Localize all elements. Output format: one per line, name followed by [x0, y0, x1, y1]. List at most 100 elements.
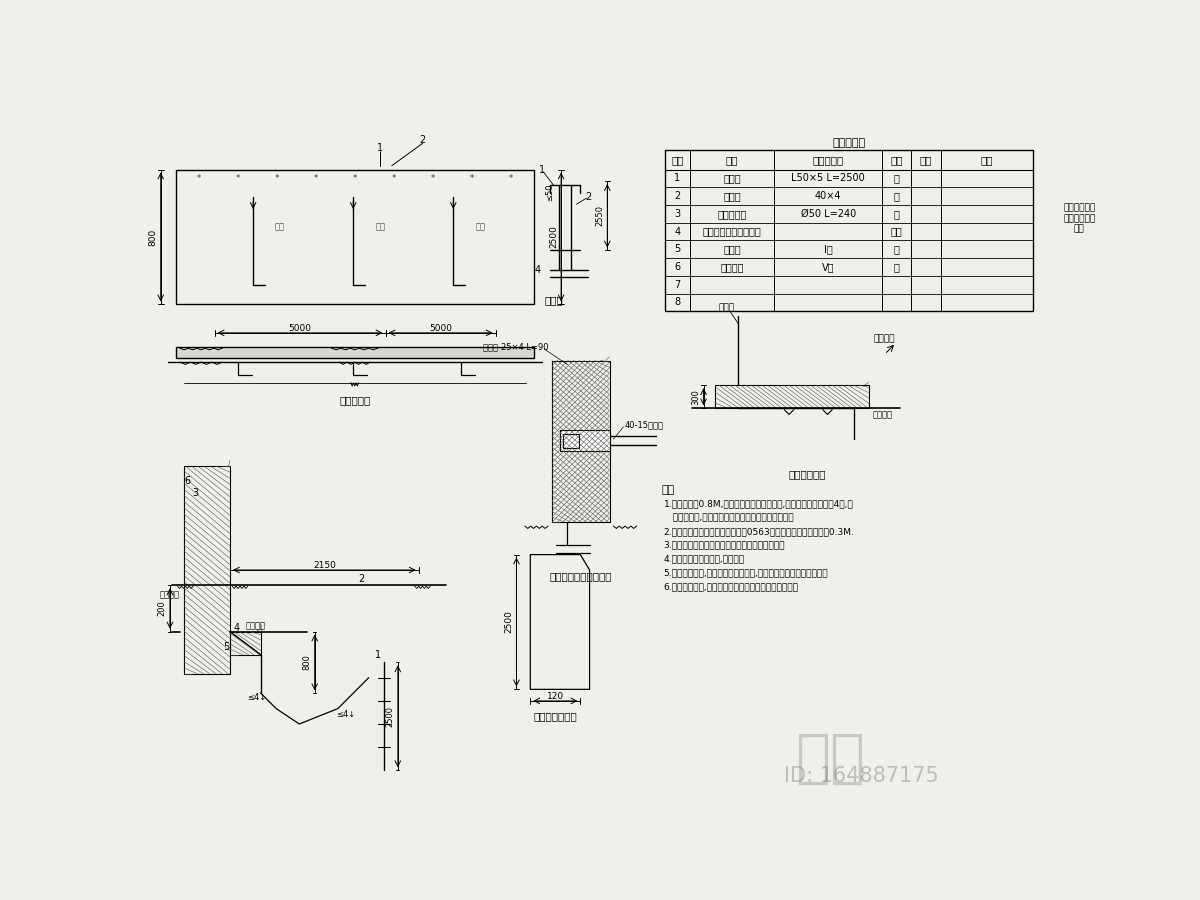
Text: 说明: 说明 [661, 485, 674, 495]
Text: 公斤: 公斤 [890, 227, 902, 237]
Text: 8: 8 [674, 297, 680, 308]
Text: 1: 1 [377, 143, 383, 153]
Text: 2150: 2150 [313, 561, 336, 570]
Text: 200: 200 [157, 600, 167, 617]
Text: 断接卡子: 断接卡子 [720, 262, 744, 272]
Text: 室内地面: 室内地面 [160, 590, 180, 599]
Text: 1: 1 [674, 174, 680, 184]
Text: 接地支线安装: 接地支线安装 [788, 469, 827, 479]
Text: 《《: 《《 [475, 223, 485, 232]
Text: 室内地啶: 室内地啶 [872, 410, 893, 419]
Text: 接地体: 接地体 [724, 174, 740, 184]
Text: 设备数量均由: 设备数量均由 [1063, 203, 1096, 212]
Bar [176, 169, 534, 304]
Text: 6.穿墙套管的内,外管口用氥青麻丝或透明密封实字字字: 6.穿墙套管的内,外管口用氥青麻丝或透明密封实字字字 [664, 582, 798, 591]
Text: 2.有关接地装置具体做法见《图阆0563》室内填墙卡子明跨地地0.3M.: 2.有关接地装置具体做法见《图阆0563》室内填墙卡子明跨地地0.3M. [664, 526, 854, 536]
Text: 2500: 2500 [548, 226, 558, 248]
Text: 《《: 《《 [275, 223, 286, 232]
Text: 2: 2 [674, 191, 680, 202]
Text: 接到设备: 接到设备 [874, 335, 895, 344]
Text: 3.所有用电设备几不带电的金属支架均应可拿接地: 3.所有用电设备几不带电的金属支架均应可拿接地 [664, 541, 785, 550]
Text: 数量: 数量 [920, 155, 932, 165]
Text: 型号及规格: 型号及规格 [812, 155, 844, 165]
Text: 5: 5 [674, 244, 680, 255]
Text: ≤50: ≤50 [545, 184, 554, 202]
Text: 5000: 5000 [430, 324, 452, 333]
Text: 米: 米 [894, 191, 900, 202]
Bar [176, 346, 534, 358]
Text: 付: 付 [894, 244, 900, 255]
Text: 接地体安装: 接地体安装 [340, 396, 371, 406]
Text: 1: 1 [539, 165, 545, 175]
Text: *: * [236, 175, 240, 184]
Text: 800: 800 [302, 654, 312, 670]
Text: 40×4: 40×4 [815, 191, 841, 202]
Text: Ø50 L=240: Ø50 L=240 [800, 209, 856, 219]
Text: 3: 3 [674, 209, 680, 219]
Text: 固定沟: 固定沟 [724, 244, 740, 255]
Text: *: * [353, 175, 358, 184]
Text: 设备材料表: 设备材料表 [833, 138, 865, 148]
Text: 2500: 2500 [385, 706, 395, 727]
Text: *: * [470, 175, 474, 184]
Text: 单位: 单位 [890, 155, 904, 165]
Text: I型: I型 [824, 244, 833, 255]
Text: 固定沟-25×4 L=90: 固定沟-25×4 L=90 [482, 342, 548, 351]
Text: *: * [509, 175, 514, 184]
Text: 根: 根 [894, 174, 900, 184]
Bar [552, 361, 610, 522]
Text: 氥青麻丝或建筑密封膏: 氥青麻丝或建筑密封膏 [703, 227, 762, 237]
Text: 2500: 2500 [504, 610, 514, 634]
Text: ≤4↓: ≤4↓ [336, 710, 355, 719]
Text: 知本: 知本 [796, 730, 865, 788]
Text: 800: 800 [149, 229, 157, 246]
Text: 3: 3 [192, 488, 198, 498]
Text: 焊接图: 焊接图 [544, 295, 563, 305]
Text: 《《: 《《 [376, 223, 385, 232]
Bar [184, 466, 230, 674]
Text: 2: 2 [358, 574, 364, 584]
Text: *: * [431, 175, 436, 184]
Text: 4.所有焊接处应涂氥青,以防腐蚀: 4.所有焊接处应涂氥青,以防腐蚀 [664, 554, 745, 563]
Text: *: * [197, 175, 202, 184]
Text: 5000: 5000 [288, 324, 312, 333]
Text: 备注: 备注 [980, 155, 994, 165]
Text: 300: 300 [691, 389, 701, 405]
Text: 室外地面: 室外地面 [246, 621, 265, 630]
Bar [230, 632, 260, 654]
Text: 接地线: 接地线 [719, 303, 734, 312]
Bar [559, 430, 610, 452]
Text: 塑料穿管管: 塑料穿管管 [718, 209, 746, 219]
Text: 2: 2 [419, 135, 426, 145]
Text: *: * [275, 175, 280, 184]
Text: 1: 1 [374, 650, 380, 660]
Text: *: * [392, 175, 396, 184]
Text: 名称: 名称 [726, 155, 738, 165]
Text: 6: 6 [185, 476, 191, 486]
Text: 2: 2 [584, 192, 592, 202]
Text: 提供: 提供 [1074, 225, 1085, 234]
Text: 个: 个 [894, 262, 900, 272]
Text: ID: 164887175: ID: 164887175 [784, 767, 938, 787]
Text: 根: 根 [894, 209, 900, 219]
Text: ≤4↓: ≤4↓ [247, 693, 266, 702]
Bar [715, 385, 869, 409]
Text: 接地线在砖结构上安装: 接地线在砖结构上安装 [550, 572, 612, 581]
Text: 5.为了便于调谐,当接地线引入室内后,必须用螺栓与室内接地线连接: 5.为了便于调谐,当接地线引入室内后,必须用螺栓与室内接地线连接 [664, 569, 828, 578]
Bar [564, 434, 578, 447]
Text: *: * [314, 175, 318, 184]
Text: 接地线: 接地线 [724, 191, 740, 202]
Text: 120: 120 [547, 692, 564, 701]
Text: 7: 7 [674, 280, 680, 290]
Text: V型: V型 [822, 262, 834, 272]
Text: 4: 4 [535, 265, 541, 274]
Text: 工后应实测,如达不到要求可采取增加接地极等措施: 工后应实测,如达不到要求可采取增加接地极等措施 [664, 513, 793, 522]
Text: 6: 6 [674, 262, 680, 272]
Text: 40-15接地线: 40-15接地线 [625, 420, 664, 429]
Text: 序号: 序号 [671, 155, 684, 165]
Text: 角锂接地制作图: 角锂接地制作图 [533, 711, 577, 721]
Bar [665, 150, 1033, 311]
Text: 4: 4 [674, 227, 680, 237]
Text: 5: 5 [223, 642, 229, 652]
Text: 1.接地圆埋深0.8M,土建施工时做好接地装置,接地电陔要求不大于4欧,施: 1.接地圆埋深0.8M,土建施工时做好接地装置,接地电陔要求不大于4欧,施 [664, 500, 853, 508]
